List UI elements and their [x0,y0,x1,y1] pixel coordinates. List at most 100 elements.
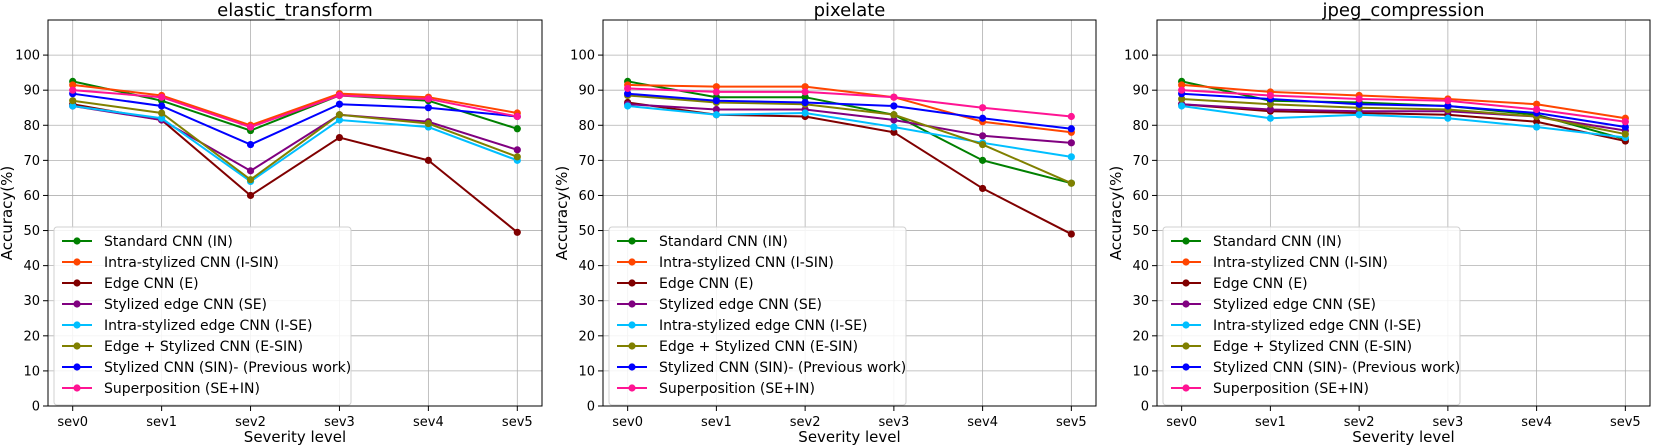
y-tick-label: 20 [23,329,40,344]
data-point [1621,130,1629,138]
y-tick-label: 40 [578,259,595,274]
series-superposition-se-in [1178,86,1629,126]
legend-marker [1182,258,1190,266]
legend-item: Edge + Stylized CNN (E-SIN) [62,339,303,355]
x-axis-label: Severity level [798,428,900,445]
legend-label: Intra-stylized CNN (I-SIN) [104,255,279,271]
y-tick-label: 100 [570,49,595,64]
chart-elastic-transform: 0 10 20 30 40 50 60 70 80 90 100 sev0 sev1 sev2 sev3 se… [0,0,543,445]
series-line [1181,104,1626,139]
series-line [72,92,518,146]
x-tick-label: sev1 [146,415,177,430]
legend-box [608,226,907,406]
x-tick-label: sev0 [612,415,643,430]
y-tick-label: 70 [578,154,595,169]
x-tick-label: sev1 [1255,415,1286,430]
y-tick-label: 90 [1132,84,1149,99]
y-tick-label: 70 [1132,154,1149,169]
data-point [890,128,898,136]
data-point [1355,111,1363,119]
legend-marker [628,258,636,266]
series-line [72,80,518,132]
data-point [1067,125,1075,133]
legend-item: Superposition (SE+IN) [617,381,815,397]
series-line [627,80,1072,185]
series-line [72,83,518,127]
legend: Standard CNN (IN) Intra-stylized CNN (I-S… [608,226,907,406]
y-tick-label: 10 [1132,364,1149,379]
x-tick-label: sev1 [701,415,732,430]
legend-marker [73,384,81,392]
series-line [72,104,518,183]
data-point [979,132,987,140]
legend-label: Stylized CNN (SIN)- (Previous work) [104,360,351,376]
data-point [513,146,521,154]
series-intra-stylized-edge-cnn-i-se [624,102,1075,161]
y-axis-label: Accuracy(%) [1107,166,1125,260]
legend-label: Superposition (SE+IN) [1213,381,1369,397]
data-point [1444,114,1452,122]
legend-label: Stylized CNN (SIN)- (Previous work) [659,360,906,376]
data-point [1533,123,1541,131]
series-line [1181,83,1626,120]
legend-item: Edge + Stylized CNN (E-SIN) [617,339,858,355]
series-line [627,94,1072,185]
legend-marker [628,342,636,350]
data-point [1266,100,1274,108]
legend-marker [1182,384,1190,392]
data-point [1178,95,1186,103]
legend-label: Stylized edge CNN (SE) [659,297,822,313]
data-point [1621,118,1629,126]
series-standard-cnn-in [69,77,521,135]
data-point [1178,102,1186,110]
data-point [1067,112,1075,121]
plot-frame [602,19,1097,407]
legend-marker [73,300,81,308]
legend-item: Edge CNN (E) [617,276,754,292]
y-tick-label: 20 [578,329,595,344]
legend-marker [73,258,81,266]
data-point [246,176,255,184]
series-superposition-se-in [624,84,1075,121]
legend-label: Stylized edge CNN (SE) [104,297,267,313]
data-point [801,93,809,101]
legend-item: Intra-stylized CNN (I-SIN) [617,255,834,271]
legend-item: Intra-stylized edge CNN (I-SE) [617,318,867,334]
legend-marker [73,342,81,350]
data-point [1621,123,1629,131]
data-point [624,90,632,98]
legend-item: Intra-stylized edge CNN (I-SE) [62,318,312,334]
legend-marker [628,237,636,245]
chart-title: elastic_transform [217,0,373,21]
legend-marker [1182,321,1190,329]
data-point [246,123,255,131]
data-point [979,156,987,164]
y-axis-label: Accuracy(%) [553,166,571,260]
x-tick-label: sev0 [1166,415,1197,430]
legend-label: Edge + Stylized CNN (E-SIN) [1213,339,1412,355]
legend-marker [73,321,81,329]
data-point [890,102,898,110]
legend-label: Stylized edge CNN (SE) [1213,297,1376,313]
x-tick-label: sev3 [878,415,909,430]
data-point [1355,100,1363,108]
x-tick-label: sev3 [1432,415,1463,430]
legend-item: Superposition (SE+IN) [1171,381,1369,397]
data-point [979,114,987,122]
x-tick-label: sev0 [57,415,88,430]
data-point [979,140,987,149]
y-tick-label: 10 [578,364,595,379]
chart-pixelate: 0 10 20 30 40 50 60 70 80 90 100 sev0 sev1 sev2 sev3 se… [553,0,1097,445]
legend-label: Stylized CNN (SIN)- (Previous work) [1213,360,1460,376]
data-point [513,228,521,236]
legend-marker [628,279,636,287]
legend-marker [73,279,81,287]
series-stylized-cnn-sin-previous-work [624,90,1075,133]
legend-marker [628,300,636,308]
x-tick-label: sev5 [502,415,533,430]
y-tick-label: 90 [23,84,40,99]
data-point [424,104,432,112]
data-point [801,98,809,107]
legend-item: Intra-stylized CNN (I-SIN) [1171,255,1388,271]
data-point [979,104,987,112]
